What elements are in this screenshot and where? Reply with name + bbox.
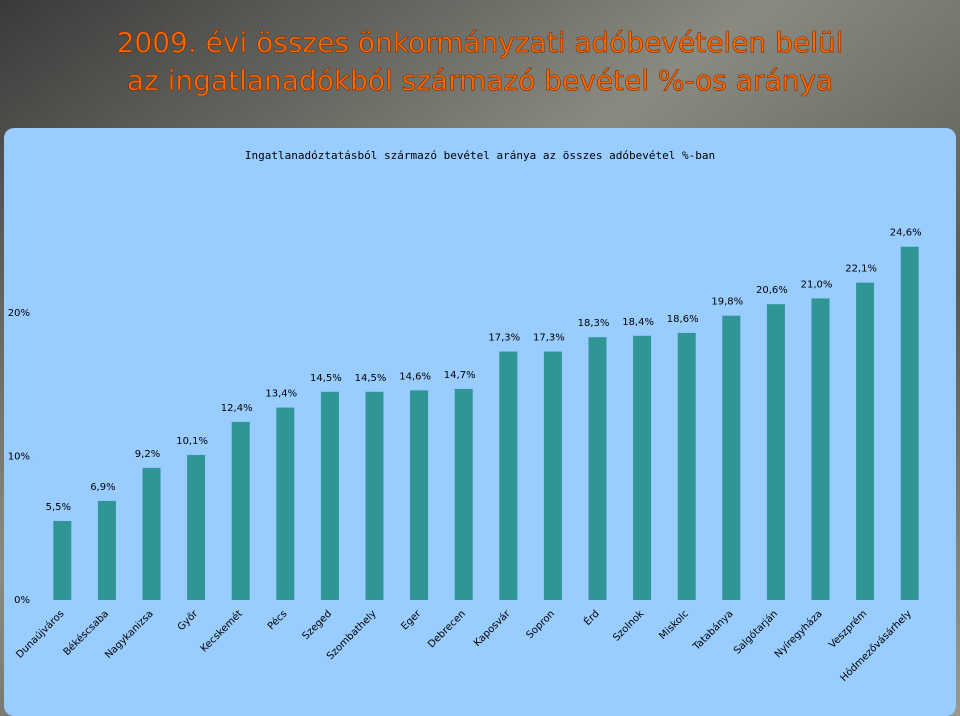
bar [633,335,652,600]
value-label: 17,3% [533,333,565,344]
value-label: 9,2% [135,449,160,460]
bar [276,407,295,600]
chart-subtitle: Ingatlanadóztatásból származó bevétel ar… [245,149,715,162]
bar [543,351,562,600]
y-tick-label: 20% [8,308,30,319]
bar [320,391,339,600]
bar [811,298,830,600]
chart-title: 2009. évi összes önkormányzati adóbevéte… [117,26,844,59]
bar [677,332,696,600]
bar [53,521,72,600]
bar [900,246,919,600]
value-label: 14,5% [355,373,387,384]
bar [499,351,518,600]
bar [187,454,206,600]
bar [410,390,429,600]
value-label: 14,6% [399,371,431,382]
value-label: 14,5% [310,373,342,384]
value-label: 24,6% [890,228,922,239]
value-label: 21,0% [801,279,833,290]
value-label: 18,3% [578,318,610,329]
bar [97,500,116,600]
value-label: 20,6% [756,285,788,296]
value-label: 18,6% [667,314,699,325]
value-label: 12,4% [221,403,253,414]
y-tick-label: 0% [14,595,30,606]
y-tick-label: 10% [8,451,30,462]
value-label: 13,4% [265,389,297,400]
value-label: 14,7% [444,370,476,381]
value-label: 17,3% [488,333,520,344]
bar [722,315,741,600]
value-label: 6,9% [90,482,115,493]
value-label: 5,5% [46,502,71,513]
bar [142,467,161,600]
value-label: 10,1% [176,436,208,447]
value-label: 19,8% [711,297,743,308]
bar [856,282,875,600]
value-label: 18,4% [622,317,654,328]
bar [766,304,785,600]
value-label: 22,1% [845,264,877,275]
bar [231,421,250,600]
bar [365,391,384,600]
chart-title: az ingatlanadókból származó bevétel %-os… [127,64,833,97]
bar [454,388,473,600]
bar [588,337,607,600]
